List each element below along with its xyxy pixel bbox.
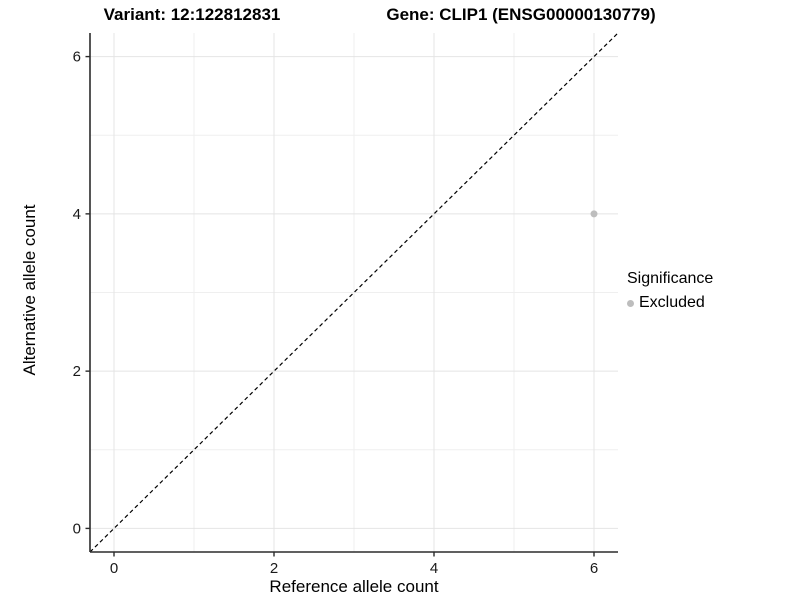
legend-item-label: Excluded — [639, 294, 705, 311]
y-tick-label: 6 — [73, 49, 81, 66]
legend: Significance Excluded — [627, 270, 713, 312]
plot-title-variant: Variant: 12:122812831 — [103, 5, 281, 24]
identity-reference-line — [89, 32, 619, 553]
x-tick-label: 0 — [110, 560, 118, 577]
y-tick-label: 2 — [73, 363, 81, 380]
x-axis-title: Reference allele count — [269, 577, 439, 596]
x-tick-label: 4 — [430, 560, 438, 577]
plot-title-gene: Gene: CLIP1 (ENSG00000130779) — [386, 5, 656, 24]
legend-item-excluded: Excluded — [627, 294, 713, 312]
x-tick-label: 6 — [590, 560, 598, 577]
y-tick-label: 4 — [73, 206, 81, 223]
y-tick-label: 0 — [73, 520, 81, 537]
plot-panel: 0 2 4 6 0 2 4 6 — [73, 32, 619, 577]
x-tick-label: 2 — [270, 560, 278, 577]
legend-point-icon — [627, 299, 634, 307]
y-axis-title: Alternative allele count — [20, 204, 39, 376]
legend-title: Significance — [627, 270, 714, 287]
data-point — [590, 210, 598, 218]
